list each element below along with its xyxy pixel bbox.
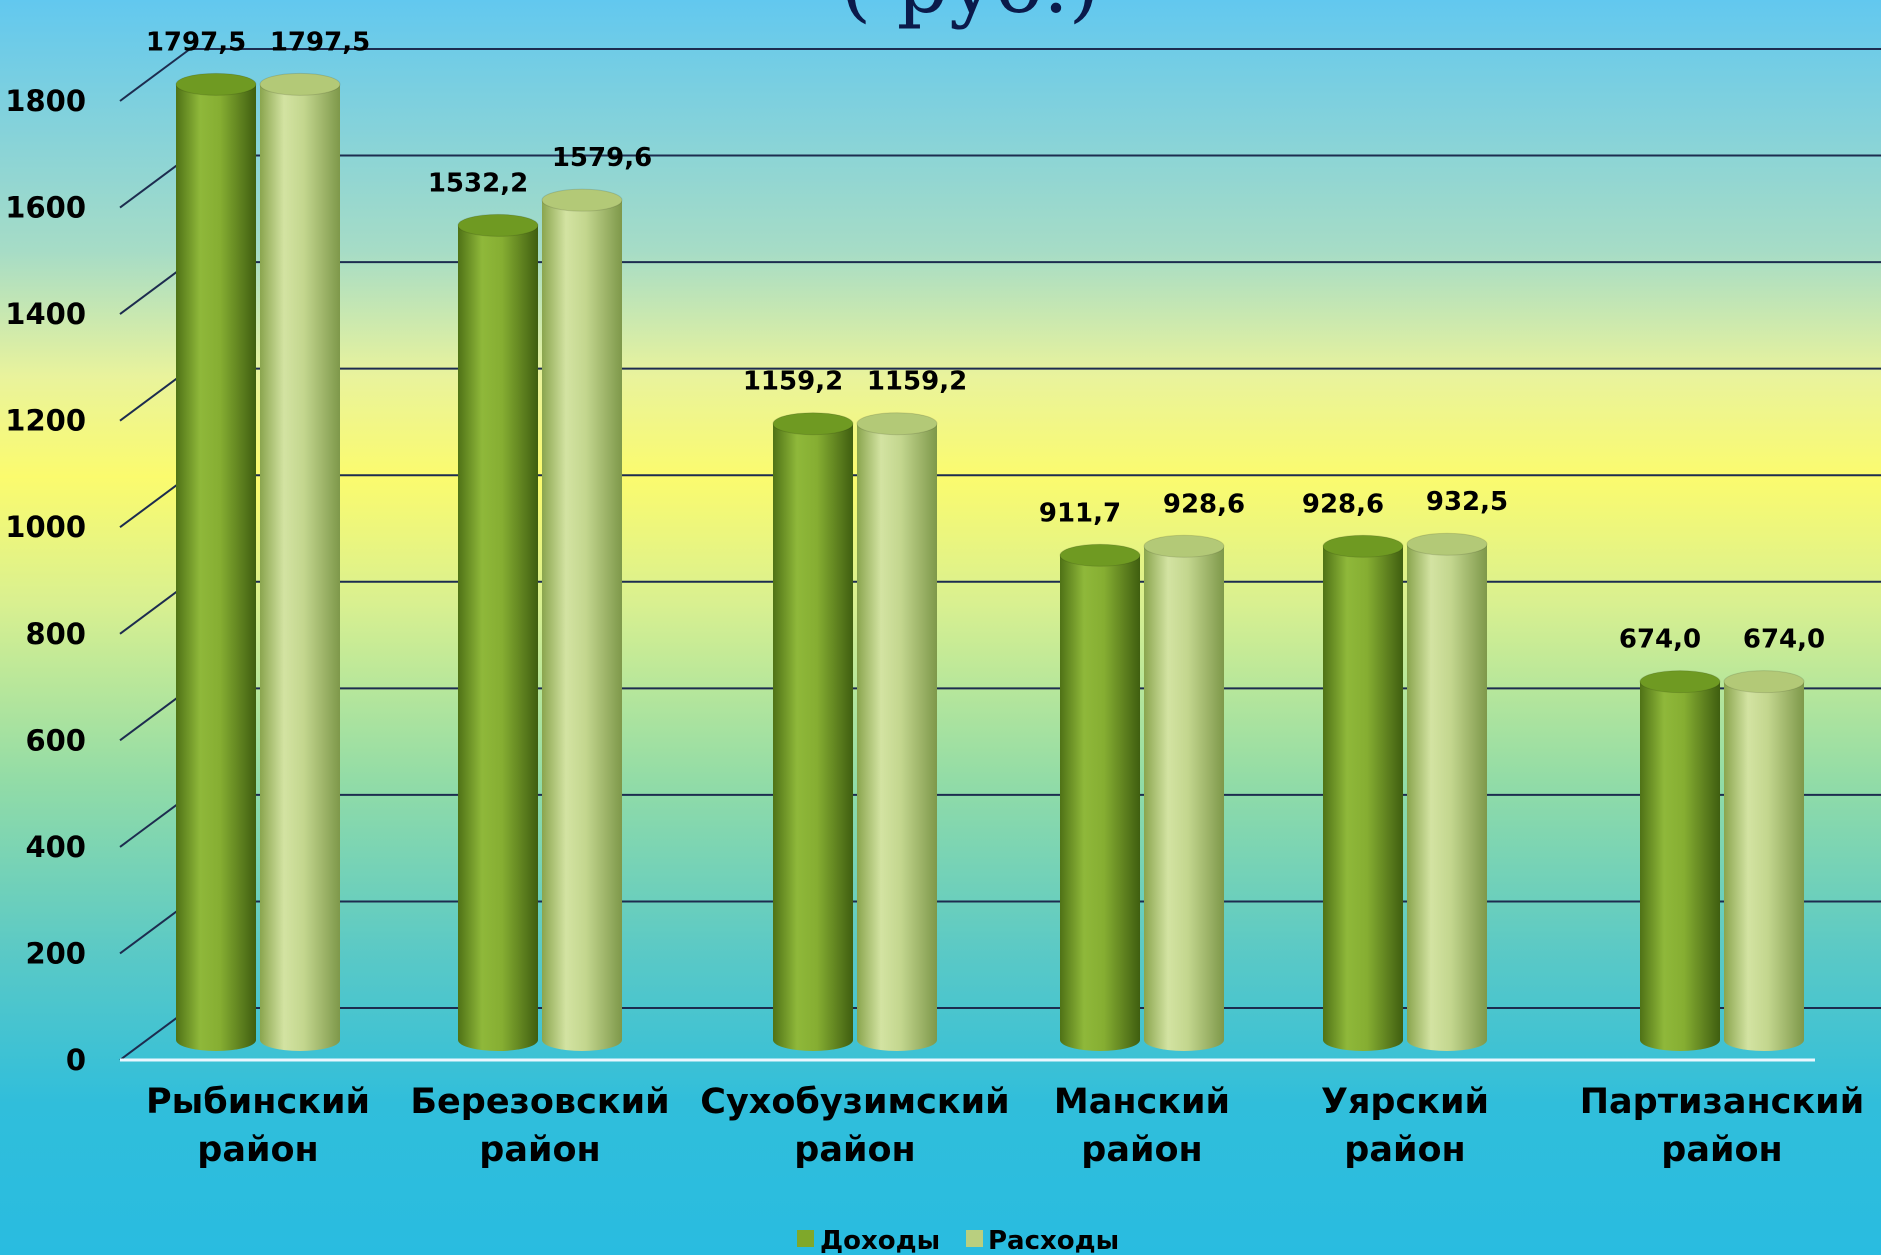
bar-body xyxy=(176,84,256,1052)
bar-cap xyxy=(175,72,257,96)
y-tick-label: 1200 xyxy=(5,404,86,438)
data-label: 674,0 xyxy=(1743,625,1825,655)
y-tick-label: 800 xyxy=(25,617,86,651)
data-label: 932,5 xyxy=(1426,487,1508,517)
category-label: Уярский район xyxy=(1321,1082,1489,1170)
legend-label: Доходы xyxy=(820,1226,940,1255)
category-label: Партизанский район xyxy=(1580,1082,1864,1170)
bar-cap xyxy=(1723,670,1805,694)
bar xyxy=(1723,670,1805,1051)
bar-cap xyxy=(1143,534,1225,558)
category-label: Сухобузимский район xyxy=(700,1082,1009,1170)
bar-cap xyxy=(1639,670,1721,694)
y-tick-label: 600 xyxy=(25,723,86,757)
bar-body xyxy=(857,423,937,1051)
y-tick-label: 1600 xyxy=(5,191,86,225)
bar xyxy=(772,412,854,1051)
bar-body xyxy=(1323,546,1403,1051)
bar-body xyxy=(1640,681,1720,1051)
data-label: 1797,5 xyxy=(270,27,370,57)
category-label: Березовский район xyxy=(410,1082,669,1170)
y-tick-label: 0 xyxy=(66,1043,86,1077)
legend-label: Расходы xyxy=(988,1226,1119,1255)
bar-cap xyxy=(772,412,854,436)
bar-body xyxy=(1060,555,1140,1051)
bar-cap xyxy=(259,72,341,96)
data-label: 1159,2 xyxy=(743,367,843,397)
grid-diagonal xyxy=(119,48,191,102)
bar-cap xyxy=(1406,532,1488,556)
bar-body xyxy=(1144,546,1224,1051)
bar-cap xyxy=(541,188,623,212)
bar-body xyxy=(542,200,622,1052)
legend-swatch xyxy=(797,1230,814,1247)
data-label: 674,0 xyxy=(1619,625,1701,655)
category-label: Рыбинский район xyxy=(146,1082,370,1170)
bar xyxy=(1406,532,1488,1051)
bar xyxy=(1322,534,1404,1051)
bar-cap xyxy=(1059,543,1141,567)
y-tick-label: 400 xyxy=(25,830,86,864)
bar xyxy=(259,72,341,1052)
bar xyxy=(856,412,938,1051)
data-label: 928,6 xyxy=(1302,489,1384,519)
bar-body xyxy=(773,423,853,1051)
bar xyxy=(1059,543,1141,1051)
bar-body xyxy=(1407,544,1487,1051)
category-label: Манский район xyxy=(1054,1082,1230,1170)
y-tick-label: 1000 xyxy=(5,510,86,544)
bar-body xyxy=(458,225,538,1051)
data-label: 1797,5 xyxy=(146,27,246,57)
y-tick-label: 200 xyxy=(25,936,86,970)
data-label: 911,7 xyxy=(1039,498,1121,528)
bar-cap xyxy=(457,213,539,237)
bar xyxy=(1143,534,1225,1051)
y-tick-label: 1800 xyxy=(5,84,86,118)
bar xyxy=(1639,670,1721,1051)
data-label: 1532,2 xyxy=(428,168,528,198)
bar xyxy=(541,188,623,1052)
bar-cap xyxy=(856,412,938,436)
y-tick-label: 1400 xyxy=(5,297,86,331)
bar-body xyxy=(1724,681,1804,1051)
data-label: 1579,6 xyxy=(552,143,652,173)
bar xyxy=(457,213,539,1051)
bar-body xyxy=(260,84,340,1052)
data-label: 1159,2 xyxy=(867,367,967,397)
bar xyxy=(175,72,257,1052)
legend-swatch xyxy=(966,1230,983,1247)
chart-title-fragment: ( руб.) xyxy=(840,0,1100,31)
data-label: 928,6 xyxy=(1163,489,1245,519)
bar-cap xyxy=(1322,534,1404,558)
